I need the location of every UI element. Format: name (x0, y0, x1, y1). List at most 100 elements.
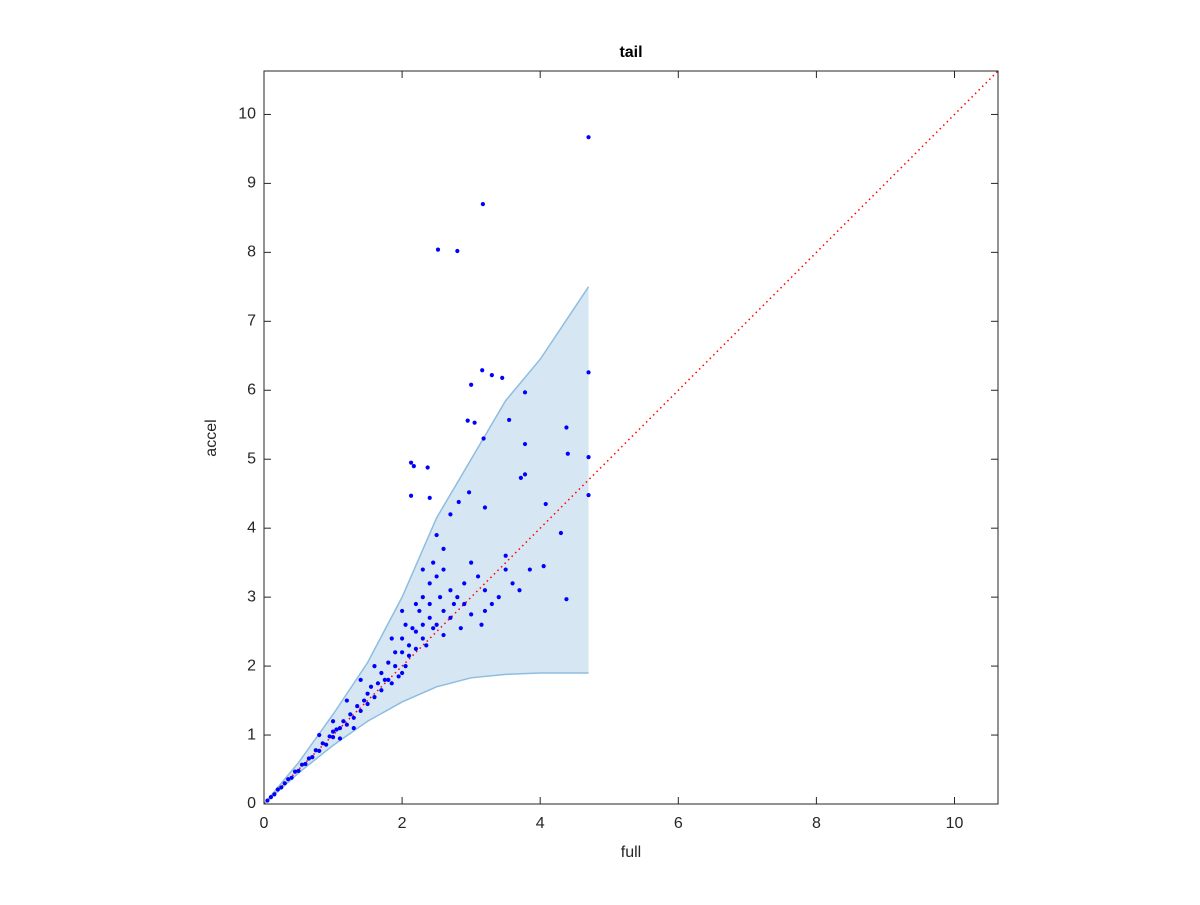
point (289, 775, 294, 780)
point (586, 492, 591, 498)
point (586, 370, 591, 375)
point (496, 595, 501, 600)
point (296, 768, 301, 774)
point (413, 601, 419, 607)
point (403, 663, 408, 669)
chart-title: tail (619, 44, 642, 61)
point (406, 643, 412, 648)
point (413, 646, 419, 651)
point (365, 701, 370, 707)
point (472, 420, 477, 425)
point (344, 698, 349, 703)
point (299, 762, 305, 767)
point (427, 601, 432, 607)
point (431, 626, 436, 631)
y-tick-label: 2 (247, 657, 256, 674)
y-tick-label: 7 (247, 313, 256, 330)
point (427, 615, 432, 620)
point (317, 748, 322, 754)
point (522, 390, 528, 395)
point (372, 695, 377, 700)
point (389, 681, 394, 686)
point (427, 495, 432, 500)
point (465, 418, 470, 423)
point (564, 597, 569, 602)
point (489, 601, 494, 607)
point (351, 726, 356, 731)
point (543, 501, 548, 507)
point (358, 708, 363, 714)
point (265, 798, 270, 803)
point (379, 670, 384, 676)
point (564, 425, 569, 430)
point (310, 755, 315, 760)
point (420, 636, 425, 641)
point (399, 636, 405, 641)
point (396, 674, 401, 679)
point (503, 567, 508, 572)
y-tick-label: 6 (247, 381, 256, 398)
point (469, 612, 474, 617)
point (455, 595, 460, 600)
point (527, 567, 532, 572)
x-tick-label: 10 (946, 815, 964, 832)
point (431, 560, 436, 565)
point (517, 588, 522, 593)
point (406, 653, 412, 658)
point (268, 795, 274, 800)
point (482, 588, 488, 593)
x-tick-label: 0 (260, 815, 269, 832)
point (393, 650, 398, 655)
y-tick-label: 0 (247, 795, 256, 812)
point (435, 247, 441, 252)
point (348, 712, 353, 717)
point (558, 530, 564, 536)
point (427, 581, 432, 586)
band-fill (264, 286, 589, 804)
point (420, 567, 425, 572)
point (424, 643, 429, 648)
point (399, 670, 405, 676)
point (275, 787, 280, 792)
point (358, 677, 363, 682)
point (375, 681, 381, 686)
point (317, 732, 322, 738)
y-tick-label: 4 (247, 519, 256, 536)
x-tick-label: 8 (812, 815, 821, 832)
point (337, 736, 343, 741)
point (330, 729, 336, 734)
point (466, 490, 472, 495)
point (410, 626, 415, 631)
point (437, 595, 443, 600)
point (408, 460, 414, 465)
point (482, 608, 488, 614)
point (393, 663, 398, 669)
point (313, 748, 318, 753)
point (522, 472, 528, 477)
point (399, 650, 405, 655)
point (441, 567, 446, 572)
point (344, 722, 349, 727)
point (462, 601, 467, 607)
point (420, 622, 425, 627)
point (434, 622, 439, 627)
point (341, 719, 346, 724)
point (448, 512, 453, 517)
point (399, 608, 405, 614)
point (586, 135, 591, 140)
point (482, 505, 488, 510)
point (522, 441, 528, 447)
point (386, 677, 391, 682)
y-tick-label: 10 (238, 106, 256, 123)
point (469, 382, 474, 387)
point (306, 756, 311, 761)
point (389, 636, 394, 641)
point (303, 761, 308, 767)
point (368, 684, 374, 689)
point (480, 368, 485, 373)
x-tick-label: 6 (674, 815, 683, 832)
point (330, 735, 336, 740)
point (320, 741, 325, 746)
